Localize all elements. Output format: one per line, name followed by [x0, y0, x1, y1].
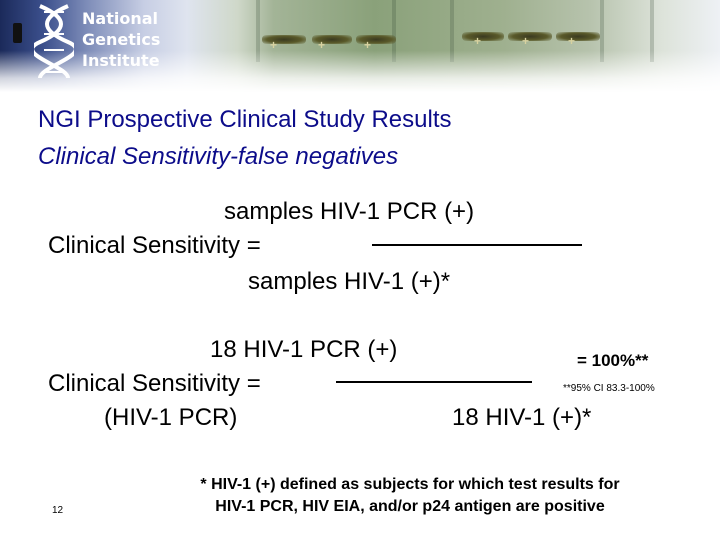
logo: National Genetics Institute: [82, 8, 160, 71]
formula1-numerator: samples HIV-1 PCR (+): [224, 198, 475, 225]
formula1-label: Clinical Sensitivity =: [48, 232, 261, 259]
logo-line: National: [82, 9, 158, 28]
footnote-line: * HIV-1 (+) defined as subjects for whic…: [200, 476, 620, 493]
fraction-line: [336, 381, 532, 383]
fraction-line: [372, 244, 582, 246]
formula2-denominator: 18 HIV-1 (+)*: [452, 404, 592, 431]
footnote-line: HIV-1 PCR, HIV EIA, and/or p24 antigen a…: [215, 498, 605, 515]
formula2-label: Clinical Sensitivity =: [48, 370, 261, 397]
page-number: 12: [52, 505, 64, 516]
logo-line: Institute: [82, 51, 160, 70]
logo-line: Genetics: [82, 30, 161, 49]
slide-title: NGI Prospective Clinical Study Results: [38, 106, 452, 133]
formula1-denominator: samples HIV-1 (+)*: [248, 268, 451, 295]
footnote: * HIV-1 (+) defined as subjects for whic…: [150, 474, 670, 518]
confidence-interval: **95% CI 83.3-100%: [563, 383, 655, 394]
slide-subtitle: Clinical Sensitivity-false negatives: [38, 143, 399, 170]
dna-helix-icon: [34, 4, 74, 79]
corner-mark: [13, 23, 22, 43]
formula2-numerator: 18 HIV-1 PCR (+): [210, 336, 398, 363]
banner-fade: [0, 0, 720, 92]
formula2-result: = 100%**: [577, 351, 649, 370]
header-banner: + + + + + + National Genetics Institute: [0, 0, 720, 92]
formula2-sublabel: (HIV-1 PCR): [104, 404, 238, 431]
